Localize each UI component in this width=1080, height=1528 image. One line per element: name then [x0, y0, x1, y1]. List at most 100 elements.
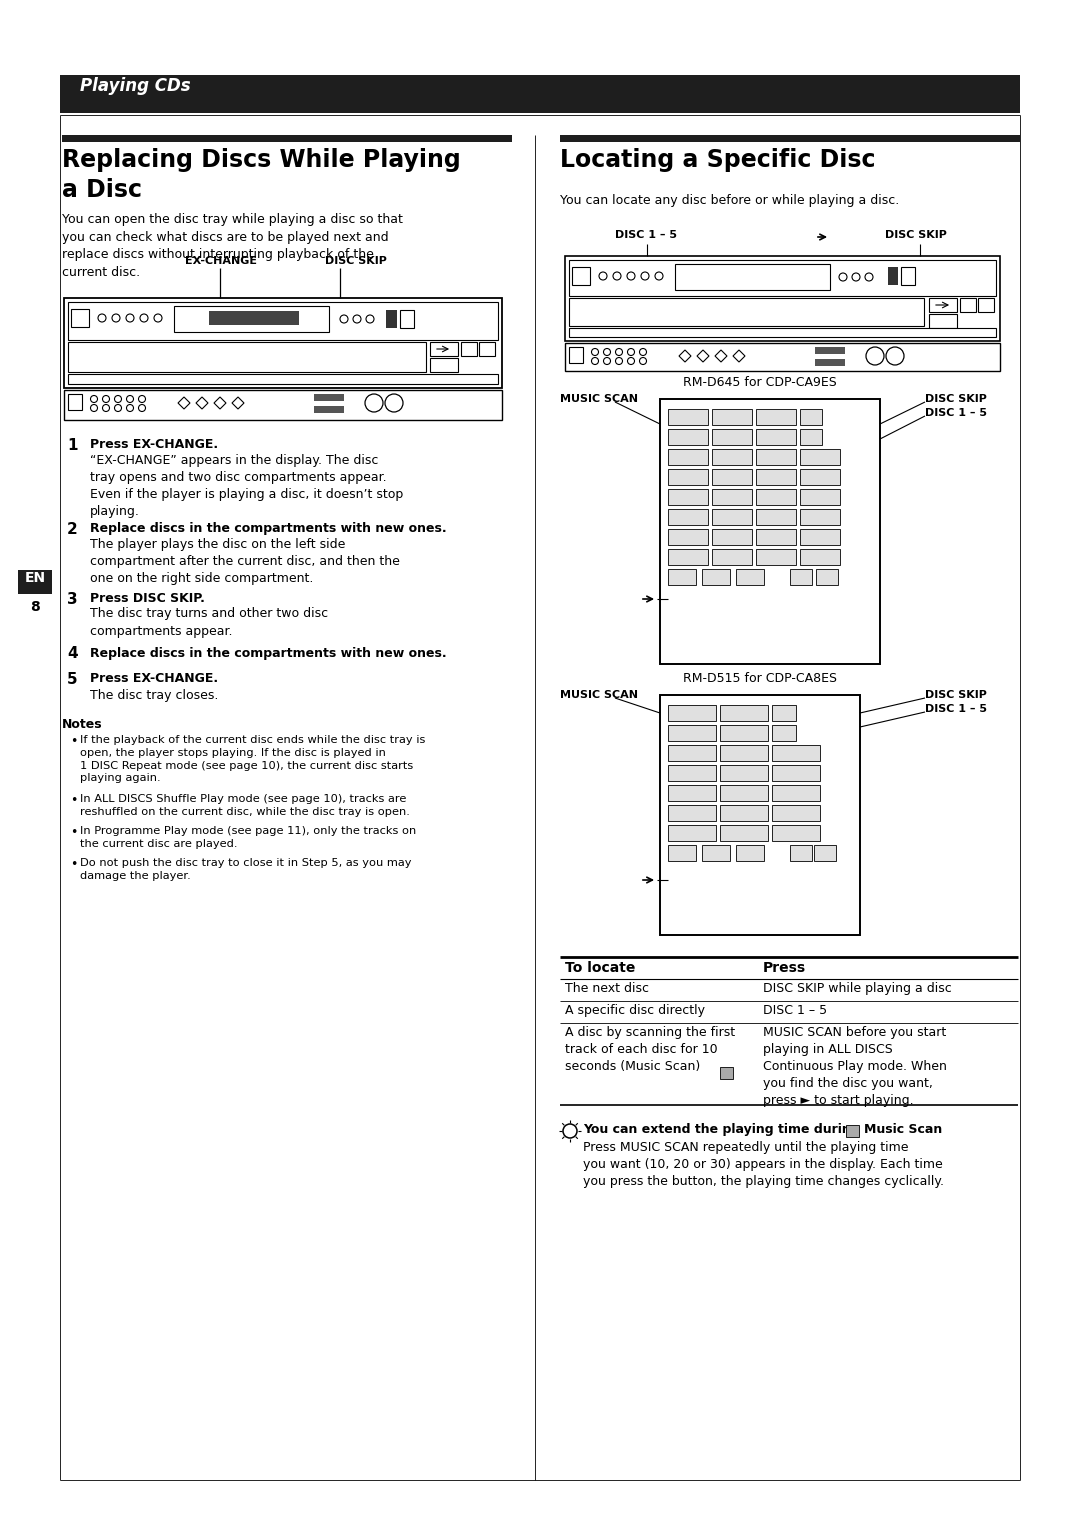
Bar [669, 746, 716, 761]
Text: RM-D645 for CDP-CA9ES: RM-D645 for CDP-CA9ES [684, 376, 837, 390]
Bar [561, 134, 1020, 142]
Bar [756, 469, 796, 484]
Text: DISC 1 – 5: DISC 1 – 5 [762, 1004, 827, 1018]
Bar [430, 342, 458, 356]
Bar [772, 746, 820, 761]
Text: Press: Press [762, 961, 806, 975]
Text: Press MUSIC SCAN repeatedly until the playing time
you want (10, 20 or 30) appea: Press MUSIC SCAN repeatedly until the pl… [583, 1141, 944, 1187]
Bar [772, 805, 820, 821]
Bar [789, 568, 812, 585]
Bar [901, 267, 915, 286]
Bar [702, 568, 730, 585]
Bar [712, 469, 752, 484]
Bar [960, 298, 976, 312]
Text: •: • [70, 827, 78, 839]
Bar [846, 1125, 859, 1137]
Text: The disc tray turns and other two disc
compartments appear.: The disc tray turns and other two disc c… [90, 608, 328, 637]
Bar [756, 449, 796, 465]
Bar [68, 342, 426, 371]
Bar [400, 310, 414, 329]
Bar [68, 303, 498, 341]
Text: You can open the disc tray while playing a disc so that
you can check what discs: You can open the disc tray while playing… [62, 212, 403, 278]
Bar [565, 342, 1000, 371]
Bar [669, 489, 708, 504]
Text: •: • [70, 859, 78, 871]
Text: DISC SKIP: DISC SKIP [924, 691, 987, 700]
Bar [669, 766, 716, 781]
Text: You can locate any disc before or while playing a disc.: You can locate any disc before or while … [561, 194, 900, 206]
Text: DISC 1 – 5: DISC 1 – 5 [924, 408, 987, 419]
Text: DISC 1 – 5: DISC 1 – 5 [924, 704, 987, 714]
Text: Press EX-CHANGE.: Press EX-CHANGE. [90, 672, 218, 686]
Bar [712, 429, 752, 445]
Bar [800, 410, 822, 425]
Text: •: • [70, 795, 78, 807]
Text: DISC SKIP: DISC SKIP [885, 231, 947, 240]
Text: A disc by scanning the first
track of each disc for 10
seconds (Music Scan): A disc by scanning the first track of ea… [565, 1025, 735, 1073]
Bar [569, 329, 996, 338]
Bar [720, 724, 768, 741]
Bar [772, 825, 820, 840]
Bar [569, 347, 583, 364]
Bar [669, 429, 708, 445]
Bar [772, 724, 796, 741]
Bar [756, 489, 796, 504]
Bar [800, 549, 840, 565]
Bar [386, 310, 397, 329]
Bar [702, 845, 730, 860]
Bar [814, 845, 836, 860]
Text: Do not push the disc tray to close it in Step 5, as you may
damage the player.: Do not push the disc tray to close it in… [80, 859, 411, 880]
Text: 8: 8 [30, 601, 40, 614]
Bar [815, 359, 845, 367]
Bar [660, 695, 860, 935]
Bar [174, 306, 329, 332]
Bar [720, 704, 768, 721]
Bar [756, 429, 796, 445]
Bar [314, 406, 345, 413]
Text: MUSIC SCAN: MUSIC SCAN [561, 691, 638, 700]
Bar [720, 1067, 733, 1079]
Bar [461, 342, 477, 356]
Text: Locating a Specific Disc: Locating a Specific Disc [561, 148, 876, 173]
Bar [816, 568, 838, 585]
Text: “EX-CHANGE” appears in the display. The disc
tray opens and two disc compartment: “EX-CHANGE” appears in the display. The … [90, 454, 403, 518]
Bar [772, 785, 820, 801]
Bar [669, 845, 696, 860]
Bar [756, 509, 796, 526]
Bar [815, 347, 845, 354]
Text: EN: EN [25, 571, 45, 585]
Bar [210, 312, 299, 325]
Bar [68, 394, 82, 410]
Text: DISC 1 – 5: DISC 1 – 5 [615, 231, 677, 240]
Text: The next disc: The next disc [565, 983, 649, 995]
Bar [669, 449, 708, 465]
Bar [712, 509, 752, 526]
Bar [64, 390, 502, 420]
Bar [735, 568, 764, 585]
Text: Replacing Discs While Playing: Replacing Discs While Playing [62, 148, 461, 173]
Bar [712, 529, 752, 545]
Text: 1: 1 [67, 439, 78, 452]
Bar [430, 358, 458, 371]
Bar [660, 399, 880, 665]
Bar [669, 568, 696, 585]
Bar [789, 845, 812, 860]
Text: DISC SKIP while playing a disc: DISC SKIP while playing a disc [762, 983, 951, 995]
Bar [756, 529, 796, 545]
Bar [800, 469, 840, 484]
Text: 2: 2 [67, 523, 78, 536]
Bar [68, 374, 498, 384]
Text: EX-CHANGE: EX-CHANGE [185, 257, 257, 266]
Bar [800, 429, 822, 445]
Text: RM-D515 for CDP-CA8ES: RM-D515 for CDP-CA8ES [683, 672, 837, 685]
Bar [720, 805, 768, 821]
Text: In ALL DISCS Shuffle Play mode (see page 10), tracks are
reshuffled on the curre: In ALL DISCS Shuffle Play mode (see page… [80, 795, 410, 817]
Text: Press DISC SKIP.: Press DISC SKIP. [90, 591, 205, 605]
Bar [480, 342, 495, 356]
Text: You can extend the playing time during Music Scan: You can extend the playing time during M… [583, 1123, 942, 1135]
Bar [888, 267, 897, 286]
Bar [60, 75, 1020, 113]
Bar [756, 549, 796, 565]
Text: The player plays the disc on the left side
compartment after the current disc, a: The player plays the disc on the left si… [90, 538, 400, 585]
Bar [720, 746, 768, 761]
